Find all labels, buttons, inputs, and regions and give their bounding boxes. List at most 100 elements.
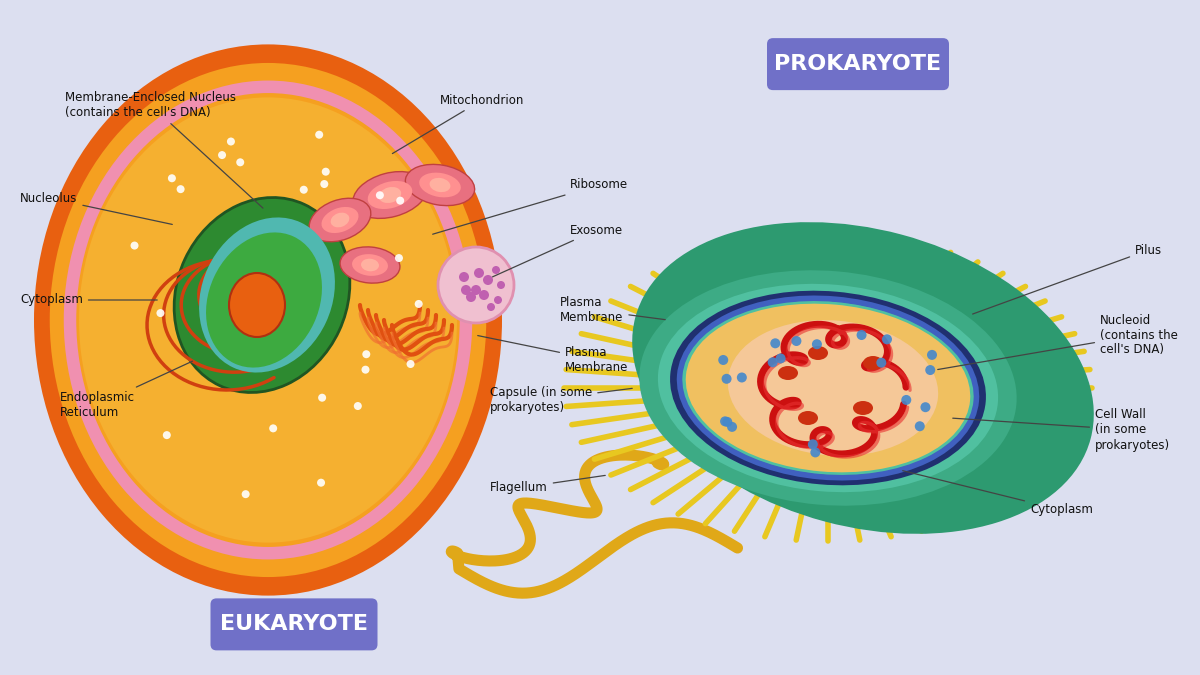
Ellipse shape: [808, 439, 818, 450]
Ellipse shape: [318, 394, 326, 402]
Text: Membrane-Enclosed Nucleus
(contains the cell's DNA): Membrane-Enclosed Nucleus (contains the …: [65, 91, 263, 208]
Ellipse shape: [792, 336, 802, 346]
Ellipse shape: [316, 131, 323, 139]
Ellipse shape: [812, 340, 822, 349]
Ellipse shape: [269, 425, 277, 433]
Text: Nucleolus: Nucleolus: [20, 192, 173, 224]
Ellipse shape: [492, 266, 500, 274]
Ellipse shape: [778, 366, 798, 380]
Ellipse shape: [461, 285, 470, 295]
Text: Endoplasmic
Reticulum: Endoplasmic Reticulum: [60, 361, 192, 419]
Ellipse shape: [362, 350, 371, 358]
Ellipse shape: [685, 304, 971, 472]
Ellipse shape: [768, 357, 778, 367]
Text: Exosome: Exosome: [492, 223, 623, 277]
Ellipse shape: [354, 402, 362, 410]
Ellipse shape: [798, 411, 818, 425]
Ellipse shape: [49, 63, 486, 577]
Text: Pilus: Pilus: [973, 244, 1162, 314]
Ellipse shape: [419, 173, 461, 197]
Ellipse shape: [721, 374, 732, 384]
Ellipse shape: [322, 167, 330, 176]
Ellipse shape: [199, 217, 335, 373]
Ellipse shape: [407, 360, 414, 368]
Ellipse shape: [218, 151, 226, 159]
Text: Cytoplasm: Cytoplasm: [20, 294, 157, 306]
Ellipse shape: [719, 355, 728, 365]
Ellipse shape: [376, 191, 384, 199]
Ellipse shape: [857, 330, 866, 340]
Ellipse shape: [34, 45, 502, 595]
Ellipse shape: [229, 273, 286, 337]
Ellipse shape: [176, 185, 185, 193]
Ellipse shape: [482, 275, 493, 285]
Ellipse shape: [863, 356, 883, 370]
Ellipse shape: [415, 300, 422, 308]
Ellipse shape: [168, 174, 176, 182]
Ellipse shape: [322, 207, 359, 233]
Ellipse shape: [458, 272, 469, 282]
Ellipse shape: [901, 395, 911, 405]
Ellipse shape: [379, 187, 401, 203]
Ellipse shape: [770, 338, 780, 348]
Ellipse shape: [925, 365, 935, 375]
Ellipse shape: [320, 180, 329, 188]
Text: Nucleoid
(contains the
cell's DNA): Nucleoid (contains the cell's DNA): [937, 313, 1178, 369]
Ellipse shape: [914, 421, 925, 431]
Ellipse shape: [79, 97, 457, 543]
Text: EUKARYOTE: EUKARYOTE: [220, 614, 368, 634]
Ellipse shape: [406, 165, 475, 206]
Ellipse shape: [156, 309, 164, 317]
Ellipse shape: [227, 138, 235, 146]
FancyBboxPatch shape: [210, 598, 378, 651]
Ellipse shape: [352, 254, 388, 276]
Ellipse shape: [727, 422, 737, 432]
Ellipse shape: [236, 159, 245, 166]
Ellipse shape: [728, 320, 938, 456]
Ellipse shape: [367, 181, 413, 209]
Ellipse shape: [722, 417, 732, 427]
Ellipse shape: [310, 198, 371, 242]
Ellipse shape: [853, 401, 874, 415]
Ellipse shape: [720, 416, 730, 427]
Ellipse shape: [131, 242, 138, 250]
Text: PROKARYOTE: PROKARYOTE: [774, 54, 942, 74]
Ellipse shape: [479, 290, 490, 300]
Ellipse shape: [737, 373, 746, 383]
Ellipse shape: [474, 268, 484, 278]
Ellipse shape: [640, 270, 1016, 506]
Ellipse shape: [466, 292, 476, 302]
Text: Cell Wall
(in some
prokaryotes): Cell Wall (in some prokaryotes): [953, 408, 1170, 452]
Text: Plasma
Membrane: Plasma Membrane: [560, 296, 665, 324]
Ellipse shape: [882, 334, 892, 344]
Ellipse shape: [658, 284, 998, 492]
Text: Flagellum: Flagellum: [490, 475, 605, 495]
Ellipse shape: [494, 296, 502, 304]
Ellipse shape: [300, 186, 307, 194]
Text: Capsule (in some
prokaryotes): Capsule (in some prokaryotes): [490, 386, 632, 414]
Ellipse shape: [331, 213, 349, 227]
Ellipse shape: [396, 196, 404, 205]
Ellipse shape: [920, 402, 930, 412]
Text: Cytoplasm: Cytoplasm: [902, 470, 1093, 516]
Ellipse shape: [353, 171, 427, 219]
Ellipse shape: [241, 490, 250, 498]
Text: Plasma
Membrane: Plasma Membrane: [478, 335, 629, 374]
Text: Ribosome: Ribosome: [433, 178, 628, 234]
Ellipse shape: [810, 448, 821, 458]
Ellipse shape: [361, 259, 379, 271]
Text: Mitochondrion: Mitochondrion: [392, 94, 524, 154]
Ellipse shape: [340, 247, 400, 283]
Ellipse shape: [395, 254, 403, 262]
Ellipse shape: [926, 350, 937, 360]
Ellipse shape: [174, 198, 350, 392]
Ellipse shape: [430, 178, 450, 192]
Ellipse shape: [206, 232, 322, 368]
Ellipse shape: [438, 247, 514, 323]
Ellipse shape: [317, 479, 325, 487]
Ellipse shape: [361, 366, 370, 374]
Ellipse shape: [775, 354, 786, 363]
Ellipse shape: [632, 222, 1093, 534]
Ellipse shape: [470, 285, 481, 295]
Ellipse shape: [487, 303, 496, 311]
